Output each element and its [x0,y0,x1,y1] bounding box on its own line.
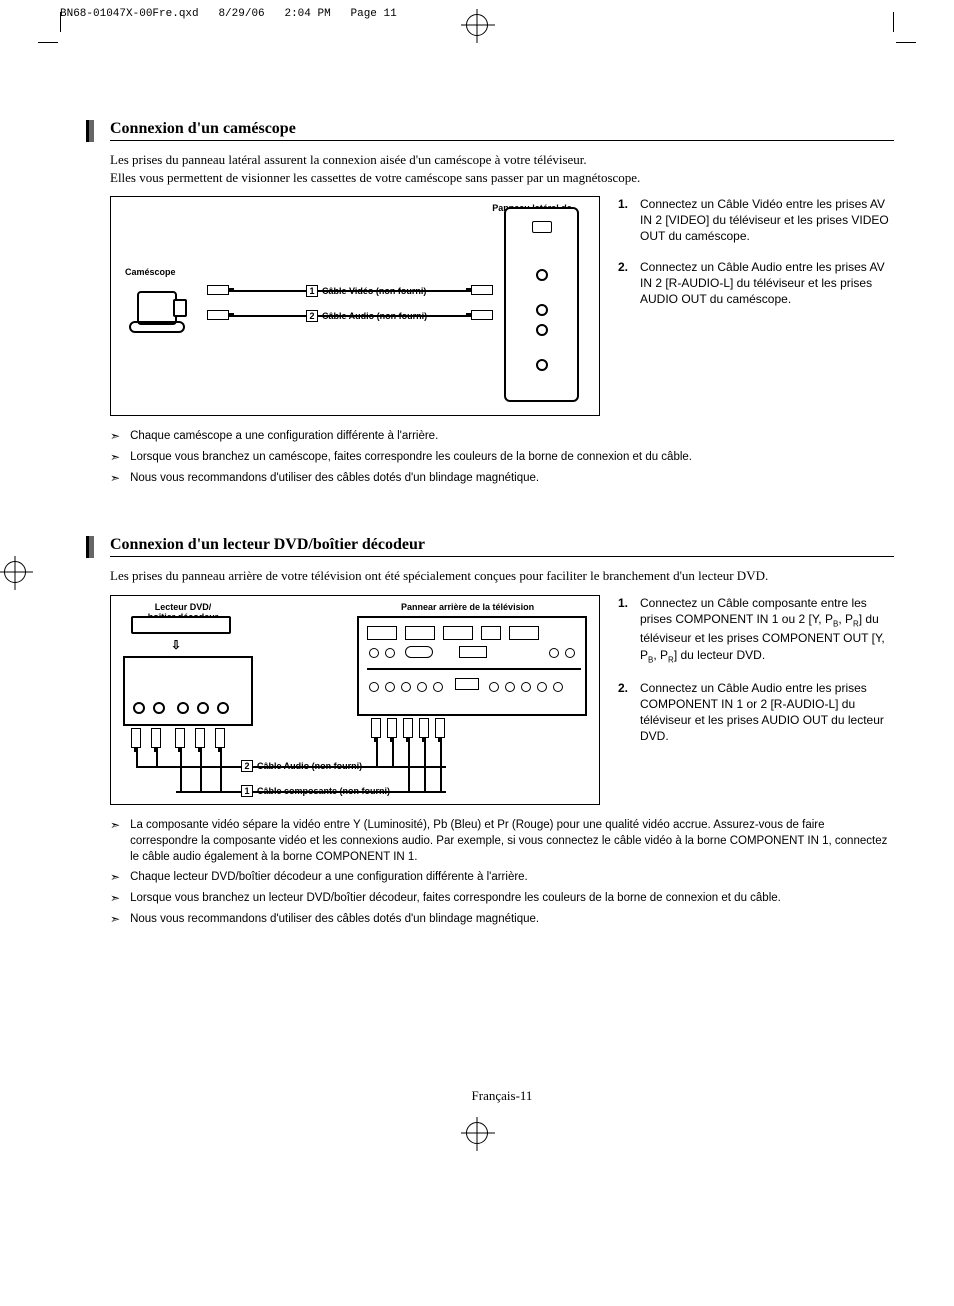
note-item: ➣ Nous vous recommandons d'utiliser des c… [110,470,894,487]
title-tab-icon [86,120,94,142]
down-arrow-icon: ⇩ [171,638,181,652]
step-number: 1. [618,595,632,666]
plug-icon [215,728,225,748]
plug-icon [387,718,397,738]
header-page: Page 11 [351,8,397,20]
step-item: 2. Connectez un Câble Audio entre les pr… [618,680,894,745]
cable-label-video: 1Câble Vidéo (non fourni) [306,285,426,297]
note-text: Lorsque vous branchez un lecteur DVD/boî… [130,890,781,907]
plug-icon [471,285,493,295]
note-arrow-icon: ➣ [110,817,120,865]
registration-mark-top [466,14,488,36]
tv-back-panel-icon [357,616,587,716]
section-title: Connexion d'un lecteur DVD/boîtier décod… [110,536,894,557]
plug-icon [471,310,493,320]
connection-diagram-camcorder: Caméscope Panneau latéral de la télévisi… [110,196,600,416]
note-arrow-icon: ➣ [110,428,120,445]
registration-mark-bottom [466,1122,488,1144]
note-item: ➣La composante vidéo sépare la vidéo ent… [110,817,894,865]
note-text: Nous vous recommandons d'utiliser des câ… [130,911,539,928]
step-item: 1. Connectez un Câble composante entre l… [618,595,894,666]
note-arrow-icon: ➣ [110,911,120,928]
section-intro: Les prises du panneau arrière de votre t… [110,567,894,585]
note-arrow-icon: ➣ [110,890,120,907]
trim-mark [893,12,894,32]
plug-icon [207,285,229,295]
plug-icon [151,728,161,748]
plug-icon [131,728,141,748]
plug-icon [371,718,381,738]
trim-mark [896,42,916,43]
connection-diagram-dvd: Lecteur DVD/ boîtier décodeur ⇩ Pannear … [110,595,600,805]
step-number: 2. [618,680,632,745]
plug-icon [195,728,205,748]
note-text: La composante vidéo sépare la vidéo entr… [130,817,894,865]
section-title: Connexion d'un caméscope [110,120,894,141]
plug-icon [207,310,229,320]
camcorder-icon [129,285,189,335]
notes-list: ➣La composante vidéo sépare la vidéo ent… [110,817,894,928]
notes-list: ➣ Chaque caméscope a une configuration di… [110,428,894,486]
section-title-text: Connexion d'un caméscope [110,120,296,137]
plug-icon [435,718,445,738]
note-arrow-icon: ➣ [110,869,120,886]
plug-icon [175,728,185,748]
tv-back-label: Pannear arrière de la télévision [401,602,534,612]
header-time: 2:04 PM [284,8,330,20]
camcorder-label: Caméscope [125,267,176,277]
header-date: 8/29/06 [218,8,264,20]
note-arrow-icon: ➣ [110,470,120,487]
step-number: 2. [618,259,632,308]
header-filename: BN68-01047X-00Fre.qxd [60,8,199,20]
dvd-player-icon [131,616,231,638]
step-text: Connectez un Câble Audio entre les prise… [640,680,894,745]
plug-icon [403,718,413,738]
trim-mark [38,42,58,43]
step-item: 2. Connectez un Câble Audio entre les pr… [618,259,894,308]
note-item: ➣ Lorsque vous branchez un caméscope, fai… [110,449,894,466]
plug-icon [419,718,429,738]
title-tab-icon [86,536,94,558]
step-list: 1. Connectez un Câble composante entre l… [618,595,894,805]
trim-mark [60,12,61,32]
step-text: Connectez un Câble composante entre les … [640,595,894,666]
intro-line: Les prises du panneau latéral assurent l… [110,152,587,167]
section-camcorder: Connexion d'un caméscope Les prises du p… [110,120,894,486]
note-item: ➣ Chaque lecteur DVD/boîtier décodeur a u… [110,869,894,886]
note-text: Lorsque vous branchez un caméscope, fait… [130,449,692,466]
step-text: Connectez un Câble Audio entre les prise… [640,259,894,308]
step-item: 1. Connectez un Câble Vidéo entre les pr… [618,196,894,245]
registration-mark-left [4,561,26,583]
page-content: Connexion d'un caméscope Les prises du p… [0,20,954,1144]
note-text: Nous vous recommandons d'utiliser des câ… [130,470,539,487]
note-text: Chaque lecteur DVD/boîtier décodeur a un… [130,869,528,886]
note-item: ➣ Lorsque vous branchez un lecteur DVD/bo… [110,890,894,907]
note-item: ➣ Nous vous recommandons d'utiliser des c… [110,911,894,928]
note-item: ➣ Chaque caméscope a une configuration di… [110,428,894,445]
tv-side-panel-icon [504,207,579,402]
step-number: 1. [618,196,632,245]
section-intro: Les prises du panneau latéral assurent l… [110,151,894,186]
note-text: Chaque caméscope a une configuration dif… [130,428,438,445]
step-list: 1. Connectez un Câble Vidéo entre les pr… [618,196,894,416]
section-dvd: Connexion d'un lecteur DVD/boîtier décod… [110,536,894,927]
cable-label-component: 1Câble composante (non fourni) [241,785,390,797]
dvd-back-panel-icon [123,656,253,726]
cable-label-audio: 2Câble Audio (non fourni) [241,760,362,772]
step-text: Connectez un Câble Vidéo entre les prise… [640,196,894,245]
cable-label-audio: 2Câble Audio (non fourni) [306,310,427,322]
intro-line: Elles vous permettent de visionner les c… [110,170,640,185]
page-number: Français-11 [110,1088,894,1104]
note-arrow-icon: ➣ [110,449,120,466]
section-title-text: Connexion d'un lecteur DVD/boîtier décod… [110,536,425,553]
